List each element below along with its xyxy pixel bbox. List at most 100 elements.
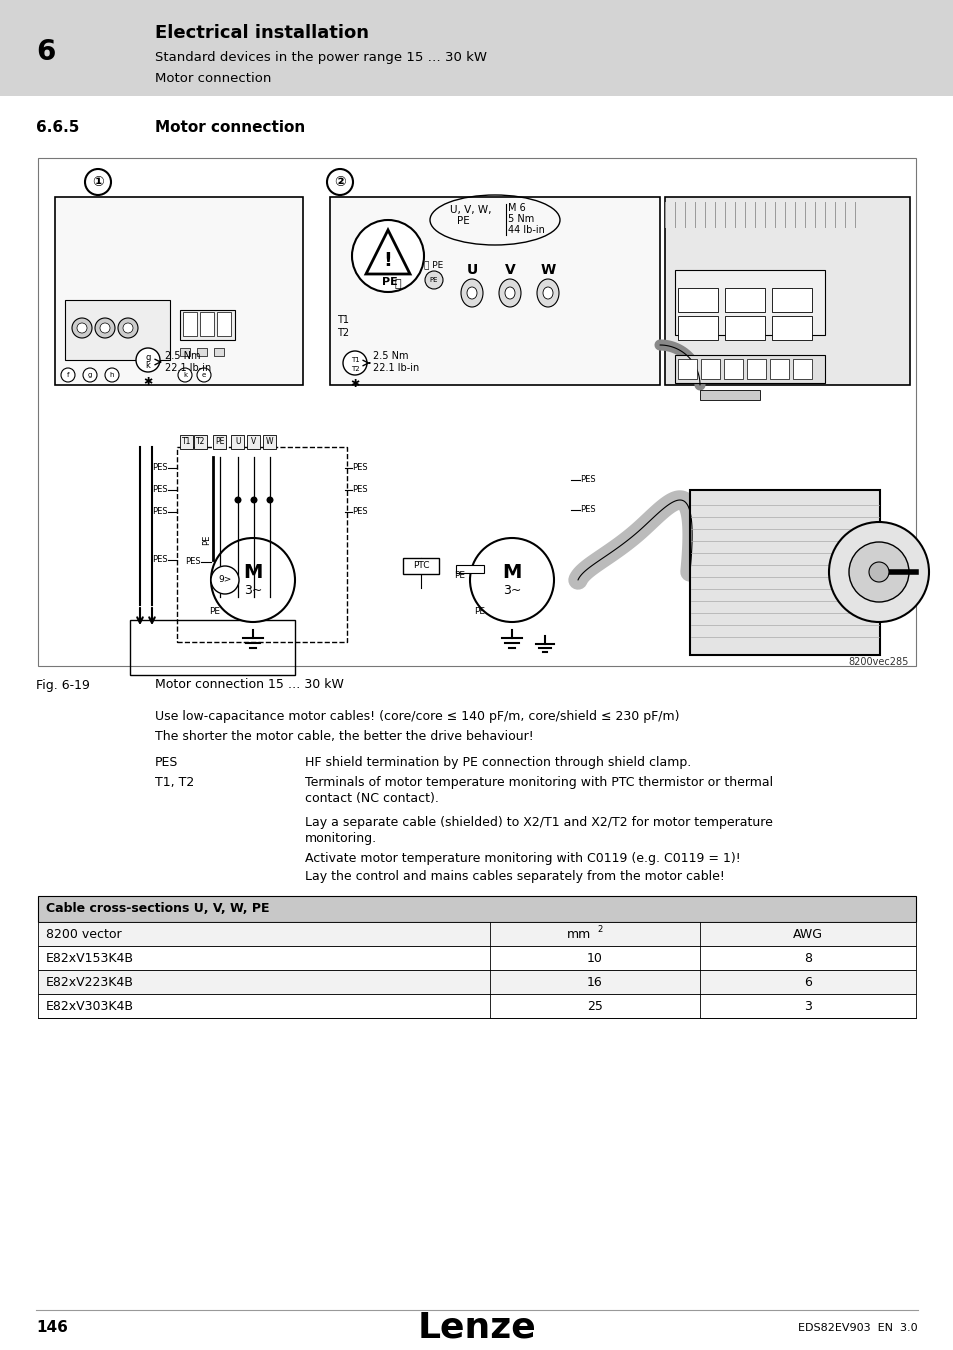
Bar	[792, 359, 811, 379]
Text: 25: 25	[586, 999, 602, 1012]
Ellipse shape	[498, 279, 520, 306]
Ellipse shape	[504, 288, 515, 298]
Circle shape	[251, 497, 257, 504]
Text: The shorter the motor cable, the better the drive behaviour!: The shorter the motor cable, the better …	[154, 730, 533, 742]
Text: Electrical installation: Electrical installation	[154, 24, 369, 42]
Circle shape	[424, 271, 442, 289]
Text: 44 lb-in: 44 lb-in	[507, 225, 544, 235]
Text: M 6: M 6	[507, 202, 525, 213]
Ellipse shape	[467, 288, 476, 298]
Text: PES: PES	[185, 558, 201, 567]
Circle shape	[95, 319, 115, 338]
Bar	[330, 197, 659, 385]
Text: EDS82EV903  EN  3.0: EDS82EV903 EN 3.0	[798, 1323, 917, 1332]
Text: Motor connection 15 … 30 kW: Motor connection 15 … 30 kW	[154, 679, 343, 691]
Bar	[213, 435, 226, 450]
Bar	[200, 312, 213, 336]
Bar	[689, 490, 879, 655]
Circle shape	[470, 539, 554, 622]
Bar	[183, 312, 196, 336]
Bar	[180, 310, 234, 340]
Bar	[700, 390, 760, 400]
Circle shape	[61, 369, 75, 382]
Circle shape	[100, 323, 110, 333]
Text: M: M	[502, 563, 521, 582]
Text: h: h	[110, 373, 114, 378]
Text: W: W	[539, 263, 555, 277]
Text: 3~: 3~	[244, 583, 262, 597]
Text: PES: PES	[152, 486, 168, 494]
Bar	[196, 348, 207, 356]
Text: 22.1 lb-in: 22.1 lb-in	[165, 363, 211, 373]
Bar	[180, 435, 193, 450]
Text: T1, T2: T1, T2	[154, 776, 194, 788]
Text: k: k	[183, 373, 187, 378]
Circle shape	[105, 369, 119, 382]
Bar	[456, 566, 483, 572]
Text: 2.5 Nm: 2.5 Nm	[165, 351, 200, 360]
Bar	[193, 435, 207, 450]
Bar	[38, 971, 915, 994]
Circle shape	[828, 522, 928, 622]
Bar	[678, 316, 718, 340]
Bar	[216, 312, 231, 336]
Text: PE: PE	[202, 535, 212, 545]
Text: PES: PES	[154, 756, 178, 770]
Ellipse shape	[460, 279, 482, 306]
Text: Lay the control and mains cables separately from the motor cable!: Lay the control and mains cables separat…	[305, 869, 724, 883]
Text: ✱: ✱	[143, 377, 152, 387]
Text: k: k	[146, 362, 151, 370]
Text: 16: 16	[586, 976, 602, 988]
Circle shape	[848, 541, 908, 602]
Text: 10: 10	[586, 952, 602, 964]
Text: 2: 2	[597, 926, 601, 934]
Text: PES: PES	[579, 505, 595, 514]
Text: PES: PES	[352, 486, 367, 494]
Text: PE: PE	[456, 216, 469, 225]
Text: W: W	[266, 437, 274, 447]
Bar	[678, 359, 697, 379]
Text: 6: 6	[36, 38, 55, 66]
Text: Motor connection: Motor connection	[154, 120, 305, 135]
Bar	[38, 994, 915, 1018]
Text: 6.6.5: 6.6.5	[36, 120, 79, 135]
Text: PE: PE	[382, 277, 397, 288]
Bar	[177, 447, 347, 643]
Text: 8200vec285: 8200vec285	[848, 657, 908, 667]
Bar	[38, 158, 915, 666]
Text: U, V, W,: U, V, W,	[450, 205, 491, 215]
Circle shape	[868, 562, 888, 582]
Text: HF shield termination by PE connection through shield clamp.: HF shield termination by PE connection t…	[305, 756, 691, 770]
Text: T1: T1	[351, 356, 359, 363]
Circle shape	[118, 319, 138, 338]
Text: PE: PE	[429, 277, 437, 284]
Text: 8200 vector: 8200 vector	[46, 927, 121, 941]
Bar	[247, 435, 260, 450]
Text: Motor connection: Motor connection	[154, 72, 271, 85]
Text: Fig. 6-19: Fig. 6-19	[36, 679, 90, 691]
Text: 3~: 3~	[502, 583, 520, 597]
Circle shape	[266, 497, 274, 504]
Circle shape	[234, 497, 241, 504]
Bar	[402, 558, 438, 574]
Text: PES: PES	[579, 475, 595, 485]
Text: 2.5 Nm: 2.5 Nm	[373, 351, 408, 360]
Text: PTC: PTC	[413, 562, 429, 571]
Text: PE: PE	[454, 571, 465, 579]
Bar	[213, 348, 224, 356]
Bar	[678, 288, 718, 312]
Circle shape	[211, 539, 294, 622]
Text: Terminals of motor temperature monitoring with PTC thermistor or thermal: Terminals of motor temperature monitorin…	[305, 776, 772, 788]
Bar	[769, 359, 788, 379]
Text: f: f	[67, 373, 70, 378]
Circle shape	[211, 566, 239, 594]
Bar	[180, 348, 190, 356]
Text: U: U	[466, 263, 477, 277]
Ellipse shape	[542, 288, 553, 298]
Text: PE: PE	[210, 608, 220, 617]
Text: ⏚ PE: ⏚ PE	[424, 261, 443, 270]
Bar	[263, 435, 275, 450]
Bar	[38, 896, 915, 922]
Bar	[38, 922, 915, 946]
Bar	[724, 288, 764, 312]
